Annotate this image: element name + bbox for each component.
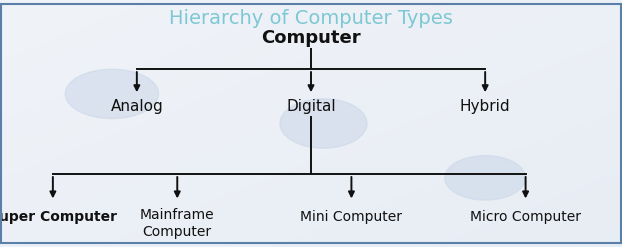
Text: Mainframe
Computer: Mainframe Computer bbox=[140, 208, 215, 239]
Text: Hybrid: Hybrid bbox=[460, 99, 511, 114]
Text: Super Computer: Super Computer bbox=[0, 210, 117, 224]
Text: Digital: Digital bbox=[286, 99, 336, 114]
Text: Hierarchy of Computer Types: Hierarchy of Computer Types bbox=[169, 9, 453, 28]
Ellipse shape bbox=[280, 99, 367, 148]
Ellipse shape bbox=[445, 156, 526, 200]
Ellipse shape bbox=[65, 69, 159, 119]
Text: Computer: Computer bbox=[261, 29, 361, 47]
Text: Micro Computer: Micro Computer bbox=[470, 210, 581, 224]
Text: Analog: Analog bbox=[111, 99, 163, 114]
Text: Mini Computer: Mini Computer bbox=[300, 210, 402, 224]
